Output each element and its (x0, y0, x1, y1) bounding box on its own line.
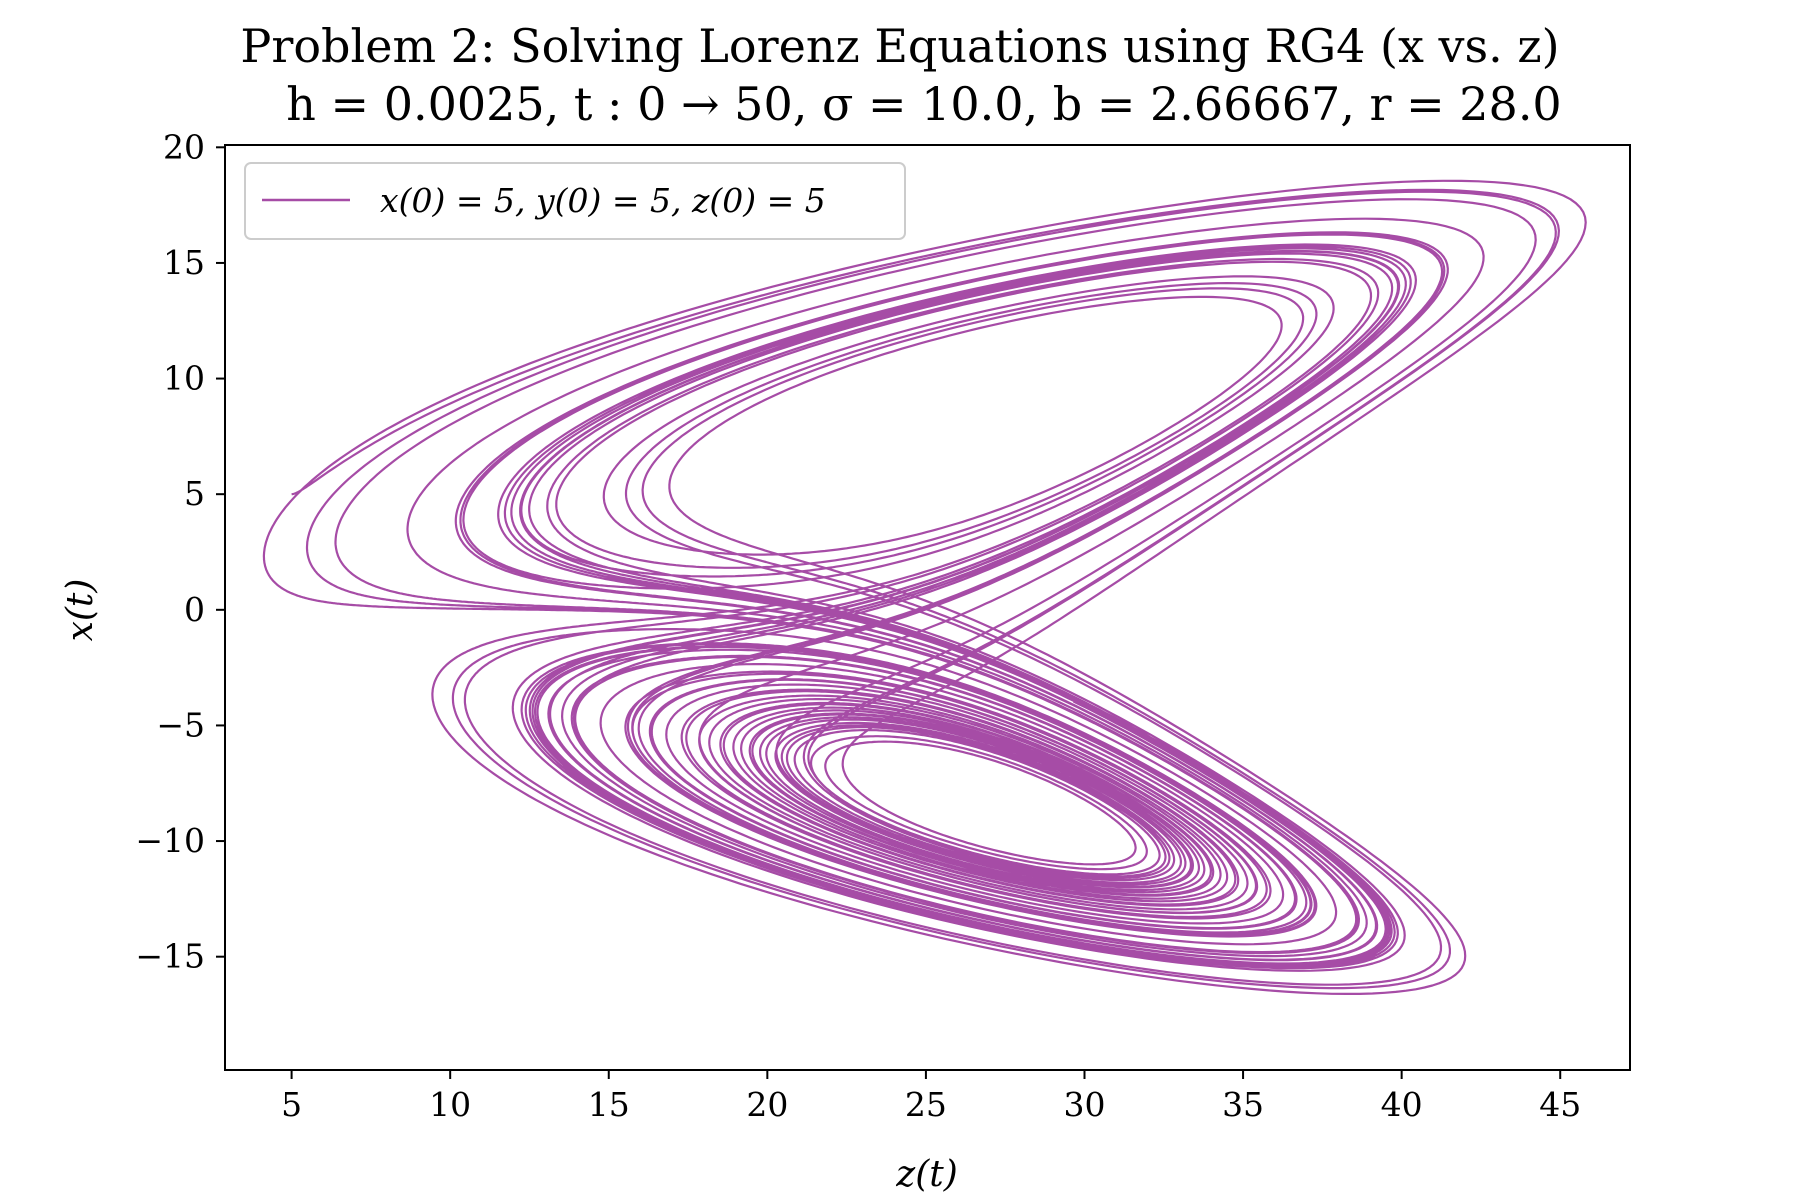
y-tick-label: −5 (156, 705, 205, 744)
x-tick-label: 20 (746, 1085, 788, 1124)
legend-box (244, 162, 906, 240)
y-axis: 20 15 10 5 0 −5 −10 −15 (135, 127, 225, 976)
chart-subtitle: h = 0.0025, t : 0 → 50, σ = 10.0, b = 2.… (286, 77, 1561, 131)
y-tick-label: 0 (184, 590, 205, 629)
plot-frame (224, 144, 1631, 1071)
x-tick-label: 40 (1381, 1085, 1423, 1124)
x-tick-label: 5 (281, 1085, 302, 1124)
x-axis: 5 10 15 20 25 30 35 40 45 (281, 1070, 1581, 1124)
y-axis-label: x(t) (60, 579, 101, 642)
y-tick-label: 5 (184, 474, 205, 513)
chart-title: Problem 2: Solving Lorenz Equations usin… (240, 19, 1559, 73)
x-tick-label: 15 (588, 1085, 630, 1124)
plot-area (262, 179, 1587, 995)
x-tick-label: 30 (1063, 1085, 1105, 1124)
series-line (262, 179, 1587, 995)
legend-label: x(0) = 5, y(0) = 5, z(0) = 5 (380, 181, 826, 220)
y-tick-label: 10 (163, 359, 205, 398)
legend: x(0) = 5, y(0) = 5, z(0) = 5 (244, 162, 906, 240)
x-tick-label: 10 (429, 1085, 471, 1124)
x-tick-label: 35 (1222, 1085, 1264, 1124)
x-axis-label: z(t) (895, 1154, 958, 1195)
x-tick-label: 45 (1539, 1085, 1581, 1124)
x-tick-label: 25 (905, 1085, 947, 1124)
y-tick-label: 15 (163, 243, 205, 282)
y-tick-label: −10 (135, 821, 205, 860)
y-tick-label: −15 (135, 937, 205, 976)
y-tick-label: 20 (163, 127, 205, 166)
